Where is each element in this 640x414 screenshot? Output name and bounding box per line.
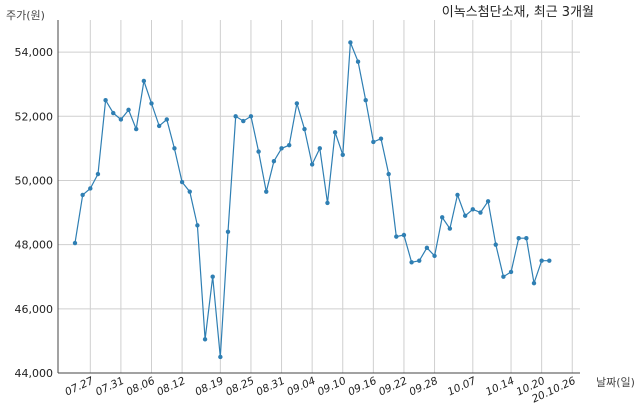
data-point bbox=[118, 117, 124, 122]
x-tick-label: 10.07 bbox=[446, 375, 479, 399]
data-point bbox=[202, 337, 208, 342]
x-tick-label: 09.16 bbox=[346, 375, 379, 399]
data-point bbox=[95, 171, 101, 177]
data-point bbox=[455, 192, 460, 198]
x-tick-label: 07.27 bbox=[63, 375, 96, 399]
data-point bbox=[508, 269, 514, 275]
y-tick-label: 48,000 bbox=[15, 239, 54, 252]
data-point bbox=[103, 98, 108, 103]
data-point bbox=[394, 234, 399, 239]
data-point bbox=[531, 280, 537, 286]
data-point bbox=[287, 142, 292, 148]
data-point bbox=[371, 139, 376, 145]
data-point bbox=[478, 210, 483, 215]
data-point bbox=[111, 110, 116, 116]
x-tick-label: 08.19 bbox=[193, 375, 226, 399]
data-point bbox=[493, 242, 498, 247]
data-point bbox=[348, 40, 353, 45]
data-point bbox=[516, 236, 521, 241]
x-tick-label: 08.31 bbox=[255, 375, 287, 399]
y-tick-label: 46,000 bbox=[15, 303, 54, 316]
x-tick-label: 09.28 bbox=[408, 375, 441, 399]
data-point bbox=[164, 117, 169, 122]
x-tick-label: 09.04 bbox=[285, 375, 317, 399]
data-point bbox=[409, 260, 414, 265]
data-point bbox=[241, 118, 246, 124]
y-tick-label: 52,000 bbox=[15, 110, 54, 123]
price-points bbox=[72, 40, 552, 360]
y-tick-label: 44,000 bbox=[15, 367, 54, 380]
data-point bbox=[386, 171, 391, 177]
x-tick-label: 08.12 bbox=[155, 375, 188, 399]
data-point bbox=[149, 101, 154, 106]
data-point bbox=[80, 192, 85, 198]
x-tick-label: 07.31 bbox=[94, 375, 126, 399]
data-point bbox=[355, 59, 361, 64]
data-point bbox=[524, 236, 529, 241]
x-gridlines bbox=[89, 20, 573, 373]
data-point bbox=[218, 354, 223, 360]
data-point bbox=[485, 199, 491, 204]
data-point bbox=[187, 189, 192, 194]
data-point bbox=[424, 245, 430, 251]
data-point bbox=[440, 215, 445, 220]
data-point bbox=[325, 200, 330, 206]
data-point bbox=[470, 207, 475, 212]
data-point bbox=[179, 179, 185, 185]
data-point bbox=[302, 126, 307, 132]
data-point bbox=[156, 123, 162, 129]
data-point bbox=[462, 213, 468, 218]
y-tick-label: 50,000 bbox=[15, 174, 54, 187]
data-point bbox=[141, 78, 147, 84]
data-point bbox=[317, 146, 322, 151]
data-point bbox=[378, 136, 384, 141]
x-tick-label: 10.14 bbox=[484, 375, 516, 399]
data-point bbox=[195, 223, 200, 228]
y-axis-label: 주가(원) bbox=[6, 9, 45, 22]
data-point bbox=[256, 149, 261, 154]
x-tick-label: 09.10 bbox=[316, 375, 349, 399]
data-point bbox=[340, 152, 345, 157]
chart-title: 이녹스첨단소재, 최근 3개월 bbox=[442, 5, 594, 20]
y-tick-labels: 44,000 46,000 48,000 50,000 52,000 54,000 bbox=[15, 46, 54, 380]
data-point bbox=[447, 226, 453, 231]
y-gridlines bbox=[58, 51, 580, 310]
x-tick-label: 08.06 bbox=[124, 375, 157, 399]
data-point bbox=[294, 101, 300, 106]
data-point bbox=[225, 229, 231, 234]
data-point bbox=[401, 232, 407, 238]
data-point bbox=[126, 107, 131, 113]
data-point bbox=[271, 159, 277, 164]
data-point bbox=[539, 258, 544, 263]
data-point bbox=[279, 146, 284, 151]
data-point bbox=[88, 186, 93, 191]
data-point bbox=[432, 253, 437, 259]
data-point bbox=[172, 146, 177, 151]
data-point bbox=[134, 126, 139, 132]
x-axis-label: 날짜(일) bbox=[596, 375, 635, 389]
data-point bbox=[309, 162, 315, 167]
data-point bbox=[210, 274, 215, 279]
y-tick-label: 54,000 bbox=[15, 46, 54, 59]
data-point bbox=[248, 114, 254, 119]
data-point bbox=[363, 98, 368, 103]
x-tick-label: 09.22 bbox=[377, 375, 410, 399]
data-point bbox=[233, 114, 238, 119]
data-point bbox=[72, 240, 78, 246]
data-point bbox=[332, 130, 338, 135]
x-tick-label: 08.25 bbox=[224, 375, 257, 399]
data-point bbox=[264, 189, 269, 194]
data-point bbox=[547, 258, 552, 263]
data-point bbox=[501, 274, 506, 279]
data-point bbox=[417, 258, 422, 263]
